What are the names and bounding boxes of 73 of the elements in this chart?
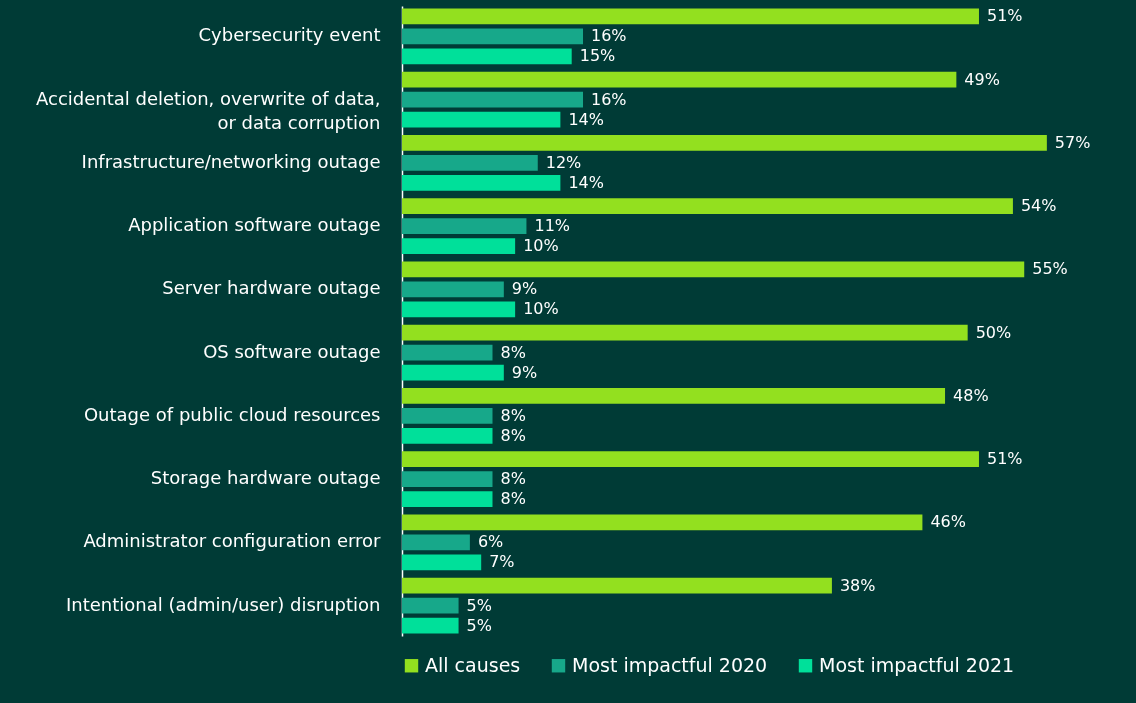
data-label: 12% [545,152,582,172]
data-label: 8% [500,342,526,362]
bar [402,48,572,65]
y-tick-label: Outage of public cloud resources [83,403,381,425]
data-label: 46% [930,512,966,532]
bar [402,261,1025,278]
data-label: 54% [1020,196,1057,216]
legend-label: Most impactful 2021 [819,653,1015,676]
data-label: 7% [489,552,515,572]
data-label: 8% [500,405,526,425]
bar [402,554,482,571]
bar [402,8,979,25]
legend-label: All causes [425,653,521,676]
data-label: 51% [986,449,1023,469]
data-label: 14% [568,172,604,192]
data-label: 10% [523,236,559,256]
data-label: 5% [466,595,492,615]
data-label: 48% [953,385,989,405]
data-label: 16% [591,89,627,109]
bar [402,238,516,254]
bar [402,577,832,594]
bar [402,175,561,191]
bar [402,91,584,108]
data-label: 38% [839,575,876,595]
bar [402,471,493,487]
bar [402,534,470,551]
bar [402,301,516,318]
data-label: 49% [964,69,1000,89]
bar [402,364,504,381]
y-tick-label: Cybersecurity event [198,24,381,46]
bar [402,408,493,424]
bar [402,198,1013,214]
y-tick-label: Infrastructure/networking outage [81,150,381,172]
data-label: 8% [500,425,526,445]
data-label: 6% [477,532,504,552]
data-label: 55% [1032,259,1068,279]
y-tick-label: Intentional (admin/user) disruption [66,593,381,615]
data-label: 16% [591,26,627,46]
data-label: 10% [523,299,559,319]
data-label: 8% [500,469,526,489]
bar [402,597,459,614]
data-label: 50% [975,322,1012,342]
bar [402,388,946,404]
y-tick-label: Storage hardware outage [150,467,381,489]
data-label: 51% [986,6,1023,26]
y-tick-label: Accidental deletion, overwrite of data, or data corruption [36,87,381,133]
bar [402,344,493,361]
bar [402,428,493,444]
bar [402,617,459,634]
data-label: 14% [568,109,604,129]
data-label: 11% [534,216,571,236]
bar [402,514,923,531]
y-tick-label: Application software outage [128,214,381,236]
data-label: 15% [579,46,616,66]
bar [402,135,1047,151]
data-label: 57% [1054,132,1091,152]
data-label: 9% [511,279,538,299]
data-label: 9% [511,362,538,382]
bar [402,451,979,467]
bar [402,111,561,128]
bar [402,71,957,88]
y-tick-label: Administrator configuration error [83,530,382,552]
bar [402,28,584,45]
y-tick-label: OS software outage [203,340,381,362]
bar [402,218,527,234]
data-label: 8% [500,489,526,509]
bar [402,491,493,507]
bar [402,281,504,298]
legend-label: Most impactful 2020 [572,653,768,676]
bar [402,324,968,341]
bar [402,155,538,171]
y-tick-label: Server hardware outage [162,277,381,299]
data-label: 5% [466,615,492,635]
